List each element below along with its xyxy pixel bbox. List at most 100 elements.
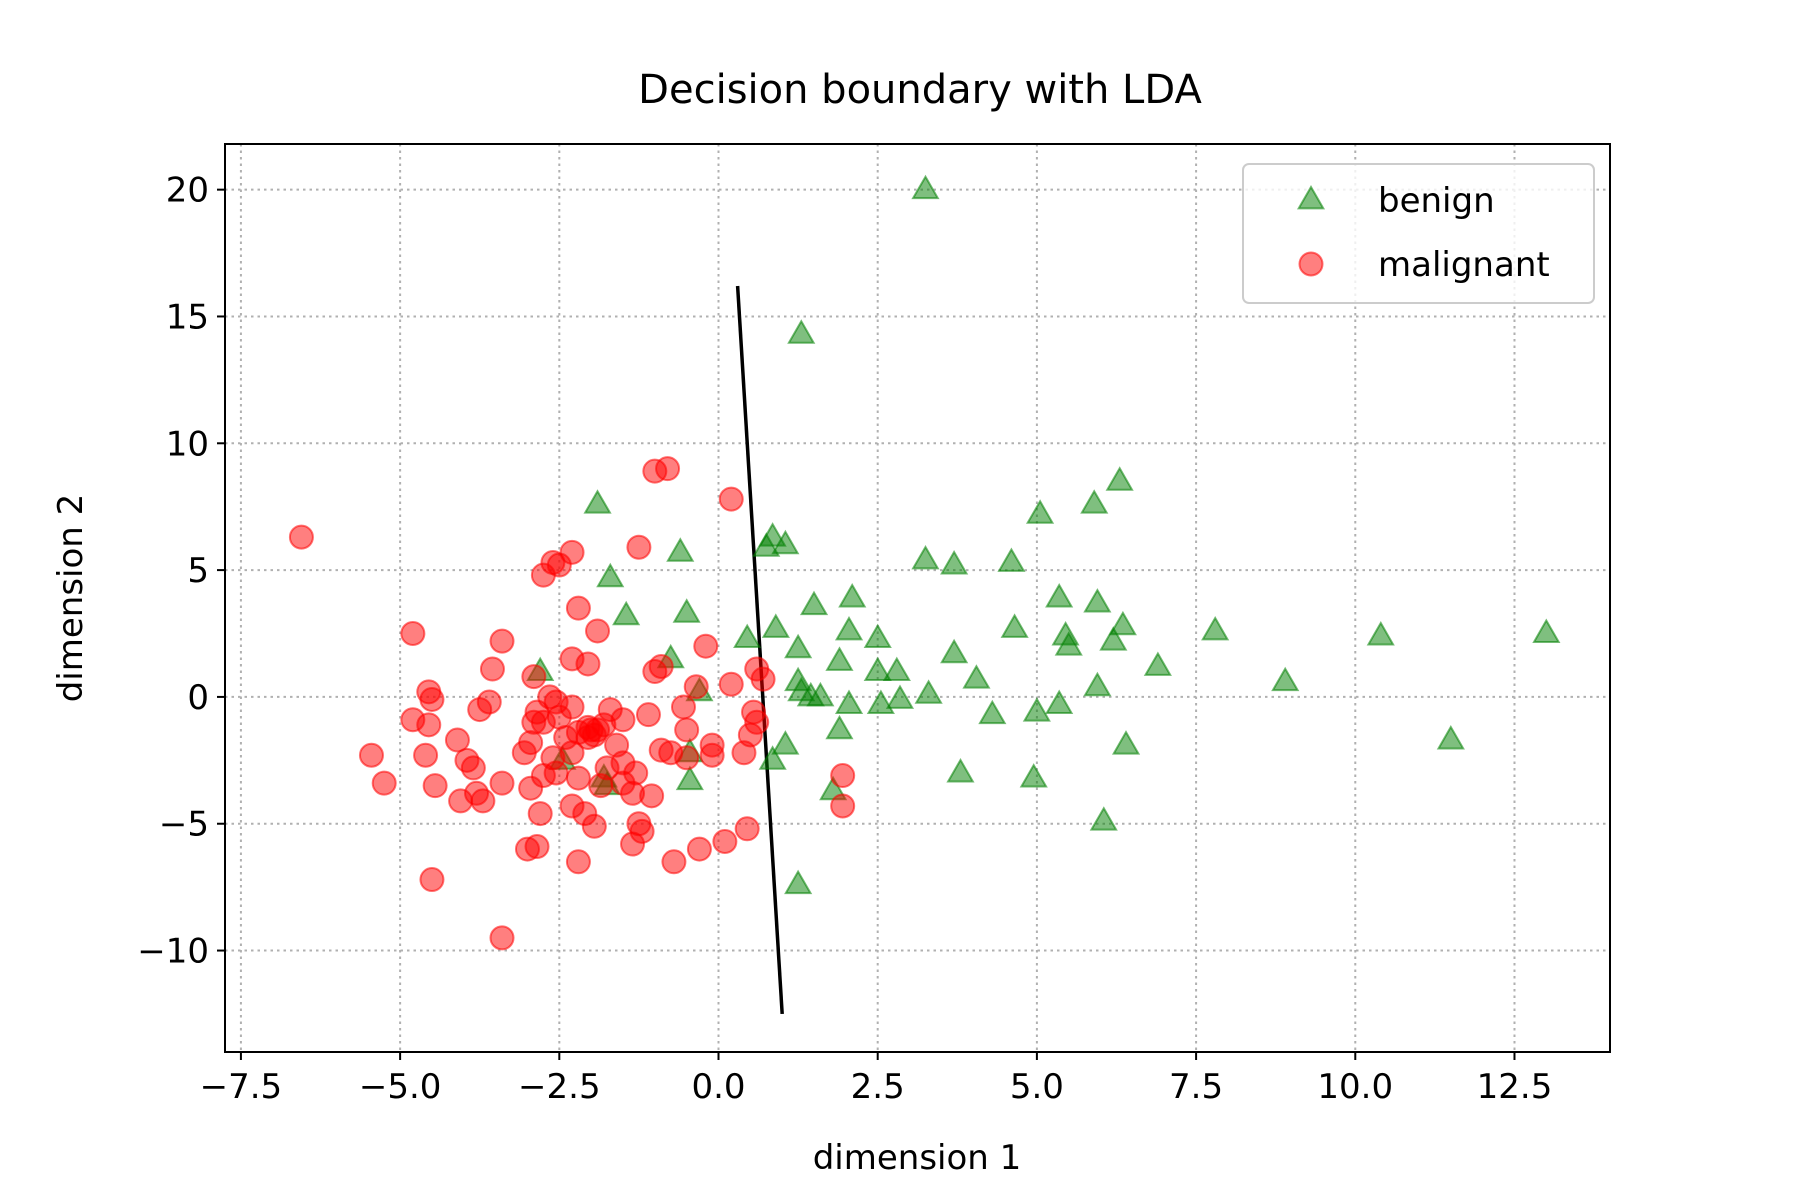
malignant-point <box>444 727 470 753</box>
malignant-point <box>400 621 426 647</box>
benign-point <box>1019 763 1048 788</box>
malignant-point <box>413 742 439 768</box>
malignant-point <box>686 836 712 862</box>
legend-label-benign: benign <box>1378 181 1495 221</box>
malignant-point <box>693 633 719 659</box>
benign-point <box>863 623 892 648</box>
malignant-point <box>683 674 709 700</box>
malignant-point <box>731 740 757 766</box>
benign-point <box>771 529 800 555</box>
malignant-point <box>626 534 652 560</box>
malignant-point <box>830 793 856 819</box>
y-axis-ticks: −10 −5 0 5 10 15 20 <box>137 171 225 972</box>
x-tick-label-5: −5.0 <box>359 1067 442 1107</box>
benign-point <box>806 681 835 707</box>
benign-point <box>1089 806 1118 831</box>
malignant-point <box>416 712 442 738</box>
malignant-point <box>467 697 493 723</box>
malignant-point <box>511 740 537 766</box>
malignant-point <box>543 760 569 786</box>
benign-point <box>1000 613 1029 638</box>
benign-point <box>882 656 911 681</box>
benign-point <box>675 765 704 791</box>
x-axis-ticks: −7.5 −5.0 −2.5 0.0 2.5 5.0 7.5 10.0 12.5 <box>200 1052 1553 1107</box>
benign-point <box>997 547 1026 572</box>
benign-point <box>784 633 813 659</box>
benign-point <box>758 745 787 770</box>
benign-point <box>1366 620 1395 646</box>
malignant-point <box>448 788 474 814</box>
malignant-point <box>674 745 700 771</box>
benign-point <box>1105 466 1134 491</box>
malignant-point <box>521 709 547 735</box>
malignant-point <box>524 834 550 860</box>
y-tick-label-5: −5 <box>159 805 209 845</box>
benign-point <box>914 679 943 704</box>
x-tick-label-2-5: 2.5 <box>851 1067 905 1107</box>
malignant-point <box>521 664 547 690</box>
benign-point <box>825 646 854 671</box>
legend-marker-benign <box>1296 184 1326 210</box>
benign-point <box>672 598 701 623</box>
malignant-point <box>565 595 591 621</box>
benign-point <box>666 537 695 562</box>
malignant-point <box>479 656 505 682</box>
malignant-point <box>670 694 696 720</box>
y-tick-label-20: 20 <box>166 171 209 211</box>
malignant-point <box>639 783 665 809</box>
benign-point <box>1054 631 1083 656</box>
benign-point <box>978 699 1007 725</box>
malignant-point <box>581 813 607 839</box>
chart-title: Decision boundary with LDA <box>638 67 1202 113</box>
malignant-point <box>718 671 744 697</box>
malignant-point <box>648 653 674 679</box>
series-malignant <box>288 456 856 951</box>
benign-point <box>962 664 991 689</box>
malignant-point <box>419 867 445 893</box>
benign-point <box>1271 666 1300 692</box>
benign-point <box>940 638 969 664</box>
benign-point <box>946 757 975 783</box>
malignant-point <box>559 740 585 766</box>
x-axis-label: dimension 1 <box>813 1138 1022 1178</box>
x-tick-label-7-5: −7.5 <box>200 1067 283 1107</box>
malignant-point <box>371 770 397 796</box>
malignant-point <box>642 458 668 484</box>
benign-point <box>1143 651 1172 676</box>
y-tick-label-0: 0 <box>187 678 209 718</box>
malignant-point <box>565 849 591 875</box>
y-tick-label-15: 15 <box>166 297 209 337</box>
legend-marker-malignant <box>1298 251 1324 277</box>
benign-point <box>596 562 625 588</box>
y-tick-label-10: −10 <box>137 932 209 972</box>
malignant-point <box>546 552 572 578</box>
x-tick-label-5: 5.0 <box>1010 1067 1064 1107</box>
x-tick-label-2-5: −2.5 <box>518 1067 601 1107</box>
benign-point <box>838 582 867 608</box>
benign-point <box>1436 724 1465 750</box>
y-axis-label: dimension 2 <box>51 494 91 703</box>
benign-point <box>733 623 762 648</box>
malignant-point <box>830 763 856 789</box>
malignant-point <box>565 765 591 791</box>
legend-box <box>1242 163 1595 304</box>
benign-point <box>825 714 854 740</box>
malignant-point <box>288 524 314 550</box>
malignant-point <box>559 694 585 720</box>
data-points <box>288 174 1561 951</box>
malignant-point <box>734 816 760 842</box>
malignant-point <box>489 628 515 654</box>
malignant-point <box>712 828 738 854</box>
malignant-point <box>750 666 776 692</box>
benign-point <box>1083 588 1112 613</box>
malignant-point <box>620 831 646 857</box>
benign-point <box>1532 618 1561 643</box>
benign-point <box>911 174 940 200</box>
x-tick-label-12-5: 12.5 <box>1477 1067 1553 1107</box>
benign-point <box>787 319 816 344</box>
benign-point <box>771 730 800 755</box>
malignant-point <box>460 755 486 781</box>
benign-point <box>1099 626 1128 651</box>
malignant-point <box>718 486 744 512</box>
